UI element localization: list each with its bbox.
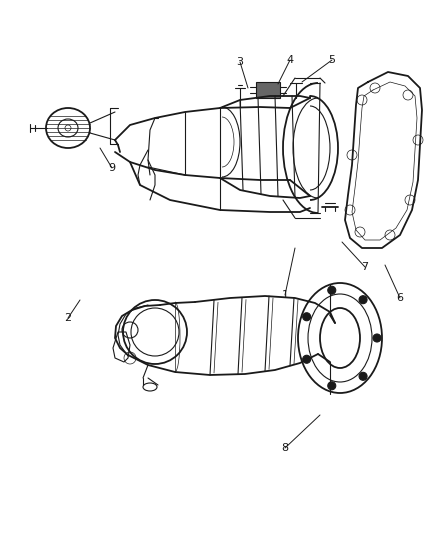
Circle shape <box>373 334 381 342</box>
Text: 9: 9 <box>109 163 116 173</box>
Text: 4: 4 <box>286 55 293 65</box>
Text: 8: 8 <box>282 443 289 453</box>
Circle shape <box>359 373 367 381</box>
Text: 3: 3 <box>237 57 244 67</box>
Bar <box>256 82 280 98</box>
Circle shape <box>303 356 311 364</box>
Text: 1: 1 <box>282 290 289 300</box>
Circle shape <box>328 382 336 390</box>
Circle shape <box>328 286 336 294</box>
Text: 5: 5 <box>328 55 336 65</box>
Text: 6: 6 <box>396 293 403 303</box>
Text: 7: 7 <box>361 262 368 272</box>
Text: 2: 2 <box>64 313 71 323</box>
Circle shape <box>359 296 367 304</box>
Circle shape <box>303 313 311 321</box>
